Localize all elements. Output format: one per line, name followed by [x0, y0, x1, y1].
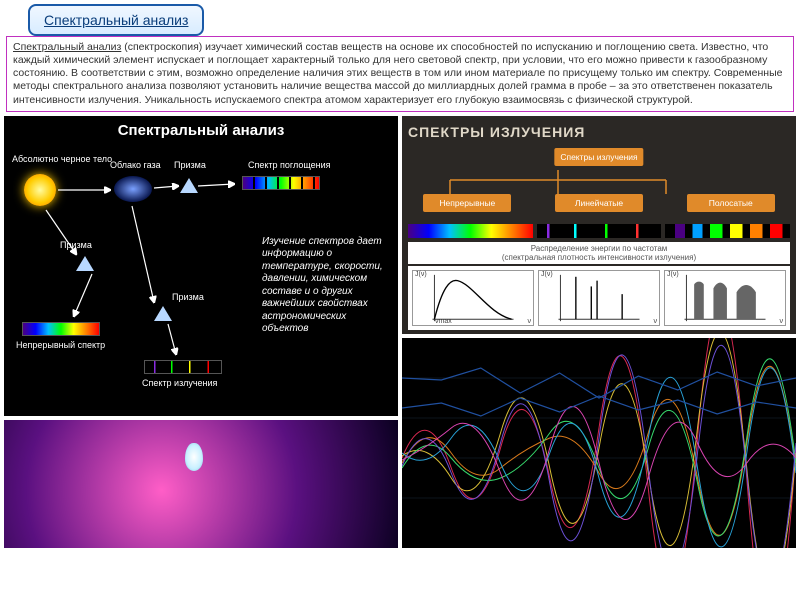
page-title[interactable]: Спектральный анализ: [28, 4, 204, 36]
classification-tree: Спектры излучения Непрерывные Линейчатые…: [408, 148, 790, 220]
label-blackbody: Абсолютно черное тело: [12, 154, 112, 164]
left-column: Спектральный анализ Абсолютно черное тел…: [4, 116, 398, 548]
label-emission: Спектр излучения: [142, 378, 217, 388]
panel-a-info: Изучение спектров дает информацию о темп…: [262, 236, 390, 336]
description-lead: Спектральный анализ: [13, 41, 121, 53]
panels-grid: Спектральный анализ Абсолютно черное тел…: [0, 116, 800, 548]
panel-waveform: [402, 338, 796, 548]
tree-node-root: Спектры излучения: [554, 148, 643, 166]
panel-droplet-image: [4, 420, 398, 548]
label-gascloud: Облако газа: [110, 160, 161, 170]
tree-node-continuous: Непрерывные: [423, 194, 511, 212]
spectrum-emission: [144, 360, 222, 374]
label-prism: Призма: [172, 292, 204, 302]
graph-line: J(ν) ν: [538, 270, 660, 326]
panel-emission-spectra: СПЕКТРЫ ИЗЛУЧЕНИЯ Спектры излучения Непр…: [402, 116, 796, 334]
label-prism: Призма: [174, 160, 206, 170]
tree-node-line: Линейчатые: [555, 194, 643, 212]
water-drop-icon: [185, 443, 203, 471]
label-continuous: Непрерывный спектр: [16, 340, 105, 350]
graph-band: J(ν) ν: [664, 270, 786, 326]
tree-node-band: Полосатые: [687, 194, 775, 212]
panel-c-title: СПЕКТРЫ ИЗЛУЧЕНИЯ: [408, 124, 790, 140]
spectrum-continuous: [22, 322, 100, 336]
label-prism: Призма: [60, 240, 92, 250]
description-box: Спектральный анализ (спектроскопия) изуч…: [6, 36, 794, 112]
graph-continuous: J(ν) ν νmax: [412, 270, 534, 326]
right-column: СПЕКТРЫ ИЗЛУЧЕНИЯ Спектры излучения Непр…: [402, 116, 796, 548]
panel-spectral-diagram: Спектральный анализ Абсолютно черное тел…: [4, 116, 398, 416]
mini-spectrum-line: [537, 224, 662, 238]
spectrum-absorption: [242, 176, 320, 190]
description-body: (спектроскопия) изучает химический соста…: [13, 41, 783, 106]
energy-graphs: J(ν) ν νmax J(ν) ν J(ν): [408, 266, 790, 330]
label-absorption: Спектр поглощения: [248, 160, 331, 170]
